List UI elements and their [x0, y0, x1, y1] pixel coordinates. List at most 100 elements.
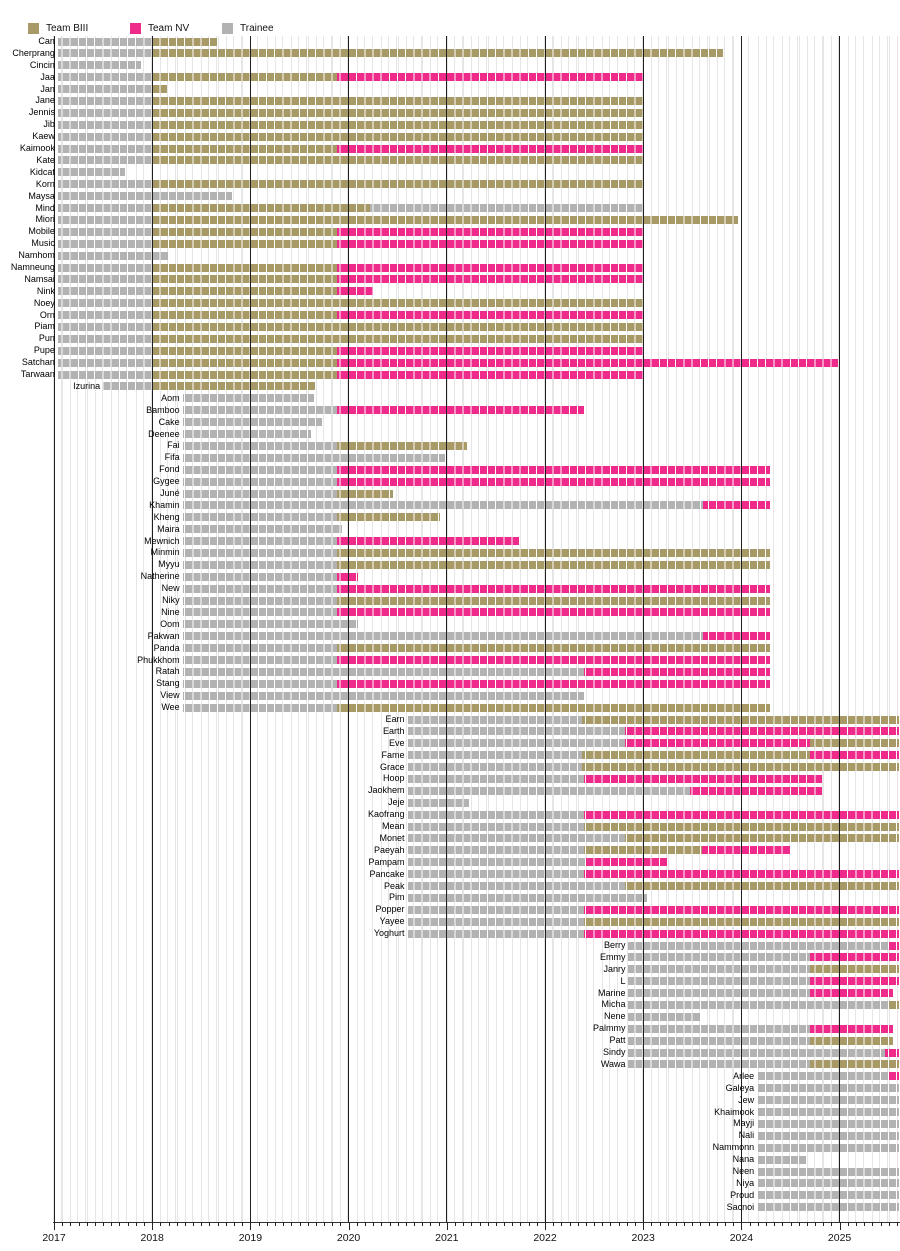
member-label: Jaokhem — [368, 785, 405, 796]
member-label: Cake — [158, 416, 180, 427]
timeline-bar-segment — [584, 774, 822, 783]
member-label: Fame — [381, 749, 405, 760]
year-tick — [643, 1222, 645, 1230]
month-tick — [553, 1222, 555, 1226]
timeline-bar-segment — [336, 703, 770, 712]
timeline-bar-segment — [887, 1072, 900, 1081]
timeline-bar-segment — [152, 73, 337, 82]
member-label: Can — [38, 36, 55, 46]
timeline-bar-segment — [152, 370, 337, 379]
timeline-bar-segment — [336, 73, 644, 82]
timeline-bar-segment — [810, 1060, 900, 1069]
timeline-bar-segment — [152, 49, 723, 58]
member-label: Sacnoi — [726, 1201, 755, 1212]
timeline-bar-segment — [57, 204, 153, 213]
timeline-bar-segment — [810, 989, 893, 998]
month-tick — [765, 1222, 767, 1226]
timeline-bar-segment — [152, 322, 644, 331]
member-label: Nene — [603, 1011, 626, 1022]
timeline-bar-segment — [407, 882, 625, 891]
member-label: Mean — [382, 821, 405, 832]
member-label: Jane — [35, 95, 55, 106]
month-tick — [618, 1222, 620, 1226]
member-label: Pampam — [368, 856, 405, 867]
month-tick — [405, 1222, 407, 1226]
month-tick — [831, 1222, 833, 1226]
timeline-bar-segment — [336, 239, 644, 248]
timeline-bar-segment — [628, 1036, 811, 1045]
timeline-bar-segment — [810, 739, 900, 748]
member-label: Pakwan — [147, 630, 180, 641]
month-tick — [806, 1222, 808, 1226]
timeline-bar-segment — [182, 537, 337, 546]
month-tick — [872, 1222, 874, 1226]
member-label: Fifa — [164, 452, 180, 463]
member-label: Micha — [601, 999, 626, 1010]
month-tick — [749, 1222, 751, 1226]
month-tick — [463, 1222, 465, 1226]
timeline-bar-segment — [757, 1108, 900, 1117]
timeline-bar-segment — [628, 953, 811, 962]
timeline-bar-segment — [628, 1060, 811, 1069]
member-label: Korn — [35, 178, 55, 189]
month-tick — [397, 1222, 399, 1226]
month-tick — [716, 1222, 718, 1226]
member-label: Maira — [157, 523, 180, 534]
timeline-bar-segment — [884, 1048, 900, 1057]
x-axis-year-label: 2019 — [238, 1232, 263, 1244]
month-tick — [594, 1222, 596, 1226]
member-label: Wee — [161, 702, 180, 713]
member-label: Jaa — [40, 71, 55, 82]
year-gridline — [642, 36, 644, 1222]
month-tick — [782, 1222, 784, 1226]
member-label: Niky — [162, 595, 180, 606]
member-label: Mewnich — [144, 535, 180, 546]
month-tick — [684, 1222, 686, 1226]
member-label: Kate — [36, 154, 55, 165]
timeline-bar-segment — [152, 37, 217, 46]
timeline-bar-segment — [702, 846, 790, 855]
legend-item-trainee: Trainee — [222, 22, 274, 34]
month-tick — [324, 1222, 326, 1226]
year-gridline — [839, 36, 841, 1222]
timeline-bar-segment — [152, 239, 337, 248]
month-tick — [209, 1222, 211, 1226]
timeline-bar-segment — [152, 120, 644, 129]
month-tick — [700, 1222, 702, 1226]
month-tick — [626, 1222, 628, 1226]
timeline-bar-segment — [757, 1143, 900, 1152]
month-tick — [168, 1222, 170, 1226]
timeline-bar-segment — [703, 632, 770, 641]
timeline-bar-segment — [407, 751, 583, 760]
member-label: New — [161, 583, 180, 594]
member-label: Berry — [603, 940, 626, 951]
timeline-bar-segment — [182, 644, 337, 653]
member-label: Fond — [159, 464, 180, 475]
timeline-bar-segment — [810, 977, 900, 986]
timeline-bar-segment — [182, 596, 337, 605]
member-label: Panda — [153, 642, 180, 653]
member-label: Fai — [167, 440, 180, 451]
timeline-bar-segment — [336, 596, 770, 605]
member-label: Yoghurt — [373, 928, 405, 939]
member-label: Khamin — [149, 499, 180, 510]
timeline-bar-segment — [152, 204, 371, 213]
timeline-bar-segment — [336, 465, 770, 474]
month-tick — [94, 1222, 96, 1226]
month-tick — [234, 1222, 236, 1226]
month-tick — [504, 1222, 506, 1226]
member-label: Mind — [35, 202, 55, 213]
member-label: Mayji — [733, 1118, 755, 1129]
month-tick — [602, 1222, 604, 1226]
x-axis-year-label: 2025 — [827, 1232, 852, 1244]
timeline-bar-segment — [336, 263, 644, 272]
timeline-bar-segment — [628, 1024, 811, 1033]
member-label: Myyu — [158, 559, 180, 570]
month-tick — [111, 1222, 113, 1226]
timeline-bar-segment — [628, 1012, 701, 1021]
timeline-bar-segment — [703, 501, 770, 510]
month-tick — [307, 1222, 309, 1226]
month-tick — [373, 1222, 375, 1226]
month-tick — [692, 1222, 694, 1226]
member-label: Jeje — [388, 797, 405, 808]
